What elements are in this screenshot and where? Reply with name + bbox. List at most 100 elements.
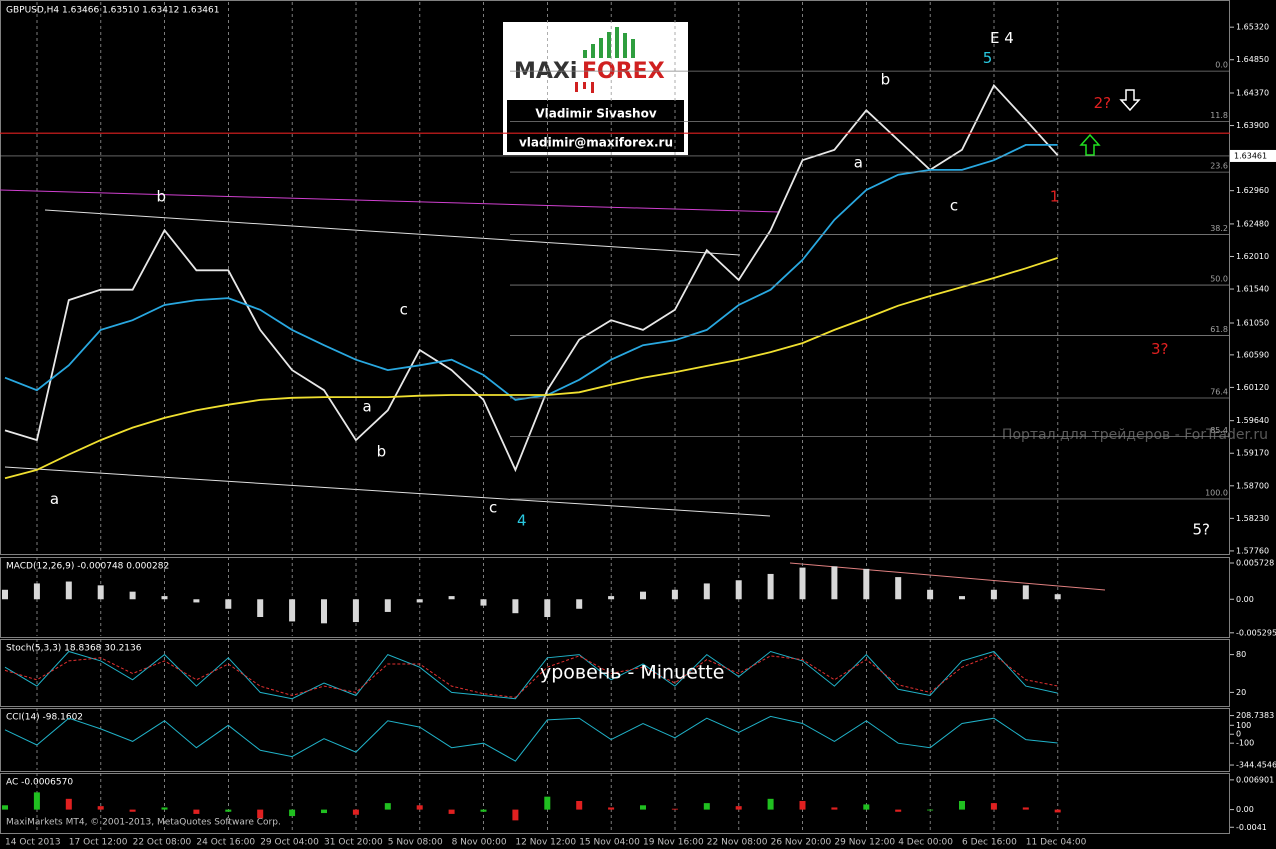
y-tick-label: 1.59640 [1236,416,1269,425]
bar [735,806,742,810]
bar [97,585,104,600]
trendlines [0,189,1106,591]
bar [257,599,264,617]
bar [863,568,870,600]
wave-label: b [157,187,167,205]
y-tick-label: 1.58230 [1236,514,1269,523]
x-tick-label: 6 Dec 16:00 [962,838,1017,848]
y-tick-label: 0.00 [1236,805,1254,814]
y-tick-label: 1.60590 [1236,350,1269,359]
bar [129,591,136,600]
fib-label: 61.8 [1210,325,1228,334]
series-line [4,650,1058,700]
x-tick-label: 14 Oct 2013 [5,838,61,848]
bar [97,806,104,810]
y-tick-label: 0.005728 [1236,558,1274,567]
wave-label: a [854,153,863,171]
bar [990,803,997,810]
x-tick-label: 17 Oct 12:00 [69,838,128,848]
y-tick-label: -0.005295 [1236,628,1276,637]
signal-arrows [1079,89,1141,156]
y-tick-label: 1.61540 [1236,285,1269,294]
wave-label: c [489,498,497,516]
y-tick-label: 1.59170 [1236,449,1269,458]
y-tick-label: 1.61050 [1236,318,1269,327]
bar [959,596,965,600]
y-tick-label: 1.64850 [1236,55,1269,64]
bar [1022,807,1029,810]
wave-label: a [362,397,371,415]
bar [544,796,551,810]
x-tick-label: 8 Nov 00:00 [452,838,507,848]
bar [416,599,423,603]
fib-label: 76.4 [1210,388,1228,397]
current-price-label: 1.63461 [1234,151,1267,160]
author: Vladimir Sivashov [535,107,657,121]
bar [576,599,583,609]
y-tick-label: 0.006901 [1236,775,1274,784]
x-tick-label: 24 Oct 16:00 [196,838,255,848]
wave-label: 1 [1050,187,1060,205]
bar [161,596,168,600]
y-tick-label: -0.0041 [1236,823,1267,832]
bar [1022,585,1029,600]
bar [990,589,997,600]
x-tick-label: 29 Oct 04:00 [260,838,319,848]
y-tick-label: -100 [1236,739,1254,748]
bar [416,805,423,810]
bar [608,807,615,810]
series-line [4,257,1058,480]
bar [65,798,72,810]
bar [193,809,200,814]
pane-frames [0,0,1230,834]
y-tick-label: 1.64370 [1236,88,1269,97]
bar [161,807,168,810]
series-line [4,715,1058,762]
x-tick-label: 15 Nov 04:00 [579,838,640,848]
y-tick-label: 80 [1236,650,1246,659]
wave-label: c [400,300,408,318]
bar [384,599,391,612]
series-line [4,654,1058,698]
bar [927,589,934,600]
series-line [4,144,1058,401]
x-tick-label: 11 Dec 04:00 [1026,838,1087,848]
bar [448,809,455,814]
footer: MaxiMarkets MT4, © 2001-2013, MetaQuotes… [6,818,281,828]
bar [480,599,487,606]
bar [352,599,359,623]
bar [129,809,136,812]
bar [321,599,327,624]
bar [671,808,678,810]
bar [289,599,296,622]
current-price-box [1230,149,1276,162]
fib-label: 38.2 [1210,224,1228,233]
x-tick-label: 29 Nov 12:00 [834,838,895,848]
pane-title: AC -0.0006570 [6,778,73,788]
bar [799,800,806,810]
bar [1054,594,1061,600]
level-note: уровень - Minuette [540,662,724,684]
bar [225,809,232,812]
wave-label: c [950,196,958,214]
y-tick-label: 1.63900 [1236,121,1269,130]
bar [640,805,646,810]
y-tick-label: 1.62480 [1236,219,1269,228]
fib-label: 11.8 [1210,111,1228,120]
pane-title: CCI(14) -98.1602 [6,713,83,723]
bar [895,809,902,812]
bar [289,809,296,817]
y-tick-label: 1.62960 [1236,186,1269,195]
y-tick-label: 1.62010 [1236,252,1269,261]
x-tick-label: 26 Nov 20:00 [771,838,832,848]
series-line [4,83,1059,473]
y-tick-label: 0 [1236,730,1241,739]
pane-title: MACD(12,26,9) -0.000748 0.000282 [6,562,169,572]
fib-label: 0.0 [1215,61,1228,70]
bar [576,800,583,810]
y-tick-label: 100 [1236,721,1251,730]
bar [895,577,902,600]
x-tick-label: 19 Nov 16:00 [643,838,704,848]
email: vladimir@maxiforex.ru [519,136,673,150]
